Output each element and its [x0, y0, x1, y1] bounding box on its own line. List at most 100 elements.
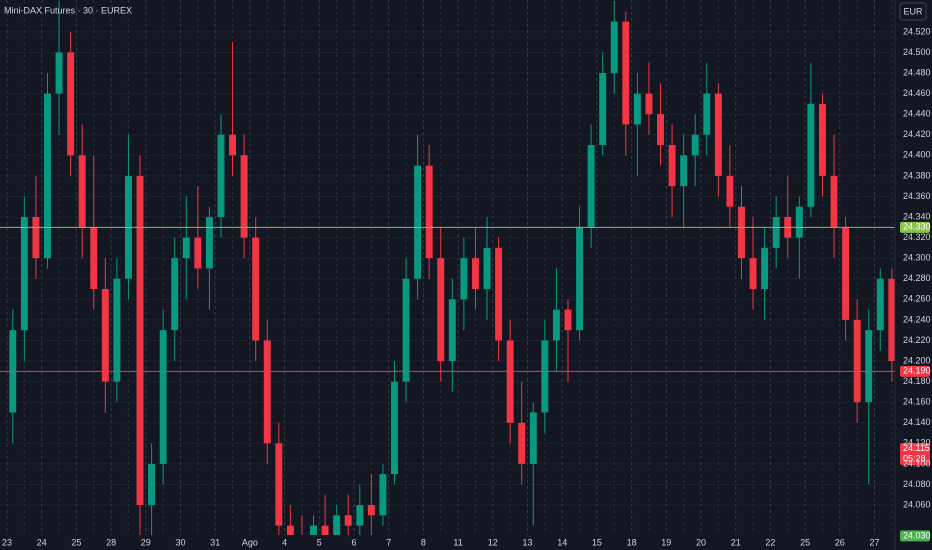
candle-body: [703, 93, 711, 135]
candle-body: [182, 237, 190, 259]
y-tick-label: 24.300: [903, 253, 931, 263]
y-tick-label: 24.360: [903, 191, 931, 201]
x-tick-label: 24: [37, 537, 47, 547]
candle-body: [622, 21, 630, 125]
price-tag: [900, 530, 930, 542]
x-tick-label: 5: [317, 537, 322, 547]
candle-body: [726, 175, 734, 207]
candle-body: [205, 217, 213, 269]
candle-body: [761, 247, 769, 290]
candle-body: [714, 93, 722, 176]
y-tick-label: 24.400: [903, 150, 931, 160]
x-tick-label: 28: [106, 537, 116, 547]
x-tick-label: 14: [557, 537, 567, 547]
x-tick-label: 22: [765, 537, 775, 547]
candle-body: [807, 103, 815, 207]
x-tick-label: 15: [592, 537, 602, 547]
x-tick-label: 12: [488, 537, 498, 547]
candle-body: [136, 175, 144, 506]
candle-body: [240, 155, 248, 238]
candle-body: [865, 330, 873, 403]
candle-body: [842, 227, 850, 320]
candle-body: [691, 134, 699, 156]
x-tick-label: 25: [71, 537, 81, 547]
candle-body: [564, 309, 572, 331]
candle-body: [356, 505, 364, 526]
x-tick-label: 4: [282, 537, 287, 547]
candle-body: [495, 247, 503, 341]
candle-body: [668, 145, 676, 187]
candle-body: [795, 206, 803, 238]
price-tag: [900, 365, 930, 377]
candle-body: [159, 330, 167, 464]
candle-body: [113, 278, 121, 382]
y-tick-label: 24.200: [903, 355, 931, 365]
y-tick-label: 24.100: [903, 458, 931, 468]
y-tick-label: 24.320: [903, 232, 931, 242]
candle-body: [818, 103, 826, 176]
price-tag-countdown: 05:28: [903, 453, 926, 463]
y-tick-label: 24.140: [903, 417, 931, 427]
y-tick-label: 24.220: [903, 335, 931, 345]
y-tick-label: 24.380: [903, 170, 931, 180]
candle-body: [587, 145, 595, 228]
x-tick-label: 26: [835, 537, 845, 547]
y-tick-label: 24.420: [903, 129, 931, 139]
currency-button[interactable]: [899, 2, 927, 21]
price-tag: [900, 221, 930, 233]
x-tick-label: 30: [175, 537, 185, 547]
x-tick-label: 7: [386, 537, 391, 547]
candle-body: [78, 155, 86, 228]
chart-title: Mini-DAX Futures · 30 · EUREX: [4, 5, 132, 15]
candle-body: [633, 93, 641, 125]
candle-body: [645, 93, 653, 115]
x-tick-label: 13: [522, 537, 532, 547]
candle-body: [425, 165, 433, 259]
candle-body: [599, 73, 607, 146]
y-tick-label: 24.080: [903, 479, 931, 489]
x-tick-label: 27: [869, 537, 879, 547]
x-tick-label: 11: [453, 537, 462, 547]
x-tick-label: 23: [2, 537, 12, 547]
x-tick-label: 29: [141, 537, 151, 547]
y-tick-label: 24.160: [903, 397, 931, 407]
y-tick-label: 24.120: [903, 438, 931, 448]
candle-body: [286, 525, 294, 535]
x-tick-label: 18: [627, 537, 637, 547]
candle-body: [610, 21, 618, 74]
y-tick-label: 24.180: [903, 376, 931, 386]
candle-body: [101, 289, 109, 382]
candle-body: [391, 381, 398, 475]
x-tick-label: Ago: [242, 537, 258, 547]
candle-body: [333, 515, 341, 535]
candle-body: [344, 515, 352, 526]
y-tick-label: 24.340: [903, 211, 931, 221]
candle-body: [448, 299, 456, 362]
candle-body: [552, 309, 560, 341]
price-tag-label: 24.190: [903, 366, 931, 376]
candle-body: [876, 278, 884, 331]
candle-body: [437, 258, 445, 362]
x-tick-label: 31: [210, 537, 220, 547]
candle-body: [310, 525, 317, 535]
candle-body: [853, 319, 861, 403]
candle-body: [749, 258, 757, 290]
candle-body: [20, 217, 28, 331]
candle-body: [529, 412, 537, 464]
y-tick-label: 24.500: [903, 47, 931, 57]
candle-body: [680, 155, 688, 187]
currency-label: EUR: [903, 6, 923, 16]
x-tick-label: 20: [696, 537, 706, 547]
price-tag: [900, 442, 930, 465]
y-tick-label: 24.460: [903, 88, 931, 98]
candle-body: [576, 227, 584, 331]
x-tick-label: 19: [661, 537, 671, 547]
candle-body: [321, 525, 329, 535]
candle-body: [738, 206, 745, 259]
candle-body: [379, 474, 387, 516]
candle-body: [888, 278, 895, 362]
candle-body: [367, 505, 375, 516]
candle-body: [55, 52, 63, 94]
